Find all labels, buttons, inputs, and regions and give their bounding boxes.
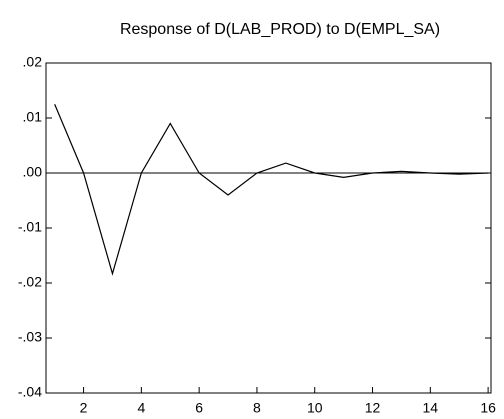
series-line (54, 104, 489, 276)
y-tick-label: .02 (23, 54, 43, 70)
y-tick-label: -.01 (18, 219, 42, 235)
x-tick-label: 16 (480, 400, 496, 416)
y-tick-label: .00 (23, 164, 43, 180)
x-tick-label: 6 (195, 400, 203, 416)
chart-title: Response of D(LAB_PROD) to D(EMPL_SA) (120, 21, 440, 38)
y-tick-label: -.04 (18, 384, 42, 400)
y-tick-label: -.03 (18, 329, 42, 345)
x-tick-label: 14 (423, 400, 439, 416)
x-tick-label: 4 (137, 400, 145, 416)
x-tick-label: 2 (80, 400, 88, 416)
x-tick-label: 12 (365, 400, 381, 416)
plot-frame (45, 62, 492, 394)
y-tick-label: -.02 (18, 274, 42, 290)
x-tick-label: 10 (307, 400, 323, 416)
x-tick-label: 8 (253, 400, 261, 416)
y-tick-label: .01 (23, 109, 43, 125)
